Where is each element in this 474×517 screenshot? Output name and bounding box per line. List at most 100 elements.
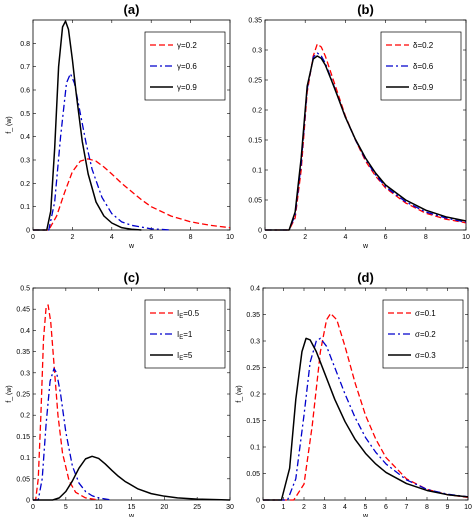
- legend-box: [144, 299, 226, 369]
- x-tick-label: 9: [446, 504, 450, 511]
- series-legend-label: IE=5: [177, 351, 193, 362]
- y-tick-label: 0.15: [16, 434, 30, 441]
- series-line: [33, 304, 99, 501]
- plot-frame: [264, 19, 467, 231]
- x-tick-label: 0: [31, 504, 35, 511]
- x-tick-label: 20: [160, 504, 168, 511]
- y-tick-label: 0.4: [20, 328, 30, 335]
- x-tick-label: 3: [323, 504, 327, 511]
- series-legend-label: IE=1: [177, 330, 193, 341]
- y-tick-label: 0.1: [252, 168, 262, 175]
- x-tick-label: 2: [302, 504, 306, 511]
- x-tick-label: 5: [364, 504, 368, 511]
- series-legend-label: δ=0.2: [413, 41, 434, 50]
- series-line: [33, 158, 231, 231]
- series-legend-label: γ=0.9: [177, 83, 197, 92]
- x-tick-label: 2: [70, 234, 74, 241]
- x-tick-label: 8: [189, 234, 193, 241]
- x-tick-label: 0: [263, 234, 267, 241]
- x-tick-label: 7: [405, 504, 409, 511]
- x-tick-label: 6: [149, 234, 153, 241]
- x-axis-label: w: [362, 513, 369, 517]
- series-legend-label: γ=0.2: [177, 41, 197, 50]
- chart-title: (d): [357, 270, 374, 285]
- panel-b: (b) 0 2 4 6 8 10 0 0.05 0.1 0.15 0.2 0.25 0.3 0.35 w δ=0…: [248, 2, 470, 250]
- y-tick-label: 0.2: [252, 108, 262, 115]
- y-tick-label: 0.45: [16, 307, 30, 314]
- y-axis-label: f_ (w): [6, 116, 13, 134]
- x-axis-label: w: [362, 243, 369, 250]
- y-tick-label: 0.4: [250, 286, 260, 293]
- y-tick-label: 0.25: [246, 365, 260, 372]
- x-tick-label: 30: [226, 504, 234, 511]
- x-tick-label: 10: [464, 504, 472, 511]
- x-tick-label: 4: [343, 504, 347, 511]
- series-line: [33, 73, 171, 231]
- y-tick-label: 0: [258, 228, 262, 235]
- x-tick-label: 4: [343, 234, 347, 241]
- panel-d: (d) 0 1 2 3 4 5 6 7 8 9 10 0 0.05 0.1 0.15 0.2 0.25 0.3 0.3…: [236, 270, 472, 517]
- y-axis-label: f_ (w): [236, 385, 243, 403]
- series-line: [33, 455, 231, 501]
- x-axis-label: w: [128, 513, 135, 517]
- y-tick-label: 0.1: [250, 445, 260, 452]
- y-tick-label: 0.05: [248, 198, 262, 205]
- y-tick-label: 0.25: [16, 392, 30, 399]
- y-tick-label: 0.3: [250, 339, 260, 346]
- series-legend-label: σ=0.1: [415, 309, 436, 318]
- y-tick-label: 0.05: [246, 471, 260, 478]
- y-tick-label: 0.3: [20, 370, 30, 377]
- y-tick-label: 0.1: [20, 455, 30, 462]
- x-tick-label: 10: [462, 234, 470, 241]
- y-tick-label: 0.05: [16, 476, 30, 483]
- legend: δ=0.2 δ=0.6 δ=0.9: [380, 31, 462, 101]
- legend: γ=0.2 γ=0.6 γ=0.9: [144, 31, 226, 101]
- series-line: [263, 312, 469, 501]
- y-tick-label: 0.15: [246, 418, 260, 425]
- y-tick-label: 0.7: [20, 64, 30, 71]
- series-legend-label: σ=0.3: [415, 351, 436, 360]
- legend: σ=0.1 σ=0.2 σ=0.3: [382, 299, 464, 369]
- y-tick-label: 0.15: [248, 138, 262, 145]
- y-tick-label: 0.35: [248, 18, 262, 25]
- x-tick-label: 6: [384, 234, 388, 241]
- y-tick-label: 0.3: [20, 158, 30, 165]
- y-tick-label: 0.1: [20, 204, 30, 211]
- y-tick-label: 0.2: [20, 181, 30, 188]
- y-tick-label: 0: [256, 498, 260, 505]
- x-tick-label: 8: [424, 234, 428, 241]
- legend-box: [380, 31, 462, 101]
- y-tick-label: 0.5: [20, 111, 30, 118]
- series-line: [265, 55, 467, 231]
- legend: IE=0.5 IE=1 IE=5: [144, 299, 226, 369]
- chart-title: (c): [124, 270, 140, 285]
- y-tick-label: 0.4: [20, 134, 30, 141]
- legend-box: [382, 299, 464, 369]
- y-tick-label: 0.3: [252, 48, 262, 55]
- y-tick-label: 0.5: [20, 286, 30, 293]
- series-legend-label: δ=0.9: [413, 83, 434, 92]
- x-tick-label: 1: [282, 504, 286, 511]
- y-tick-label: 0.2: [250, 392, 260, 399]
- x-tick-label: 5: [64, 504, 68, 511]
- x-tick-label: 2: [303, 234, 307, 241]
- y-tick-label: 0: [26, 498, 30, 505]
- chart-title: (b): [357, 2, 374, 17]
- series-legend-label: σ=0.2: [415, 330, 436, 339]
- series-line: [263, 337, 469, 501]
- series-line: [33, 367, 112, 501]
- y-tick-label: 0.8: [20, 41, 30, 48]
- x-tick-label: 10: [226, 234, 234, 241]
- x-tick-label: 6: [384, 504, 388, 511]
- legend-box: [144, 31, 226, 101]
- x-tick-label: 25: [193, 504, 201, 511]
- series-line: [265, 43, 467, 231]
- chart-title: (a): [124, 2, 140, 17]
- x-tick-label: 15: [128, 504, 136, 511]
- y-tick-label: 0.25: [248, 78, 262, 85]
- series-line: [263, 337, 469, 501]
- series-legend-label: δ=0.6: [413, 62, 434, 71]
- x-tick-label: 10: [95, 504, 103, 511]
- y-tick-label: 0.6: [20, 88, 30, 95]
